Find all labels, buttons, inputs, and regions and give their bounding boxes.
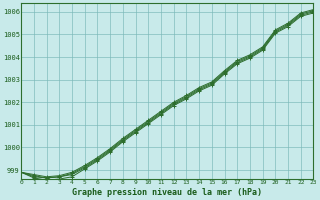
X-axis label: Graphe pression niveau de la mer (hPa): Graphe pression niveau de la mer (hPa) (72, 188, 262, 197)
